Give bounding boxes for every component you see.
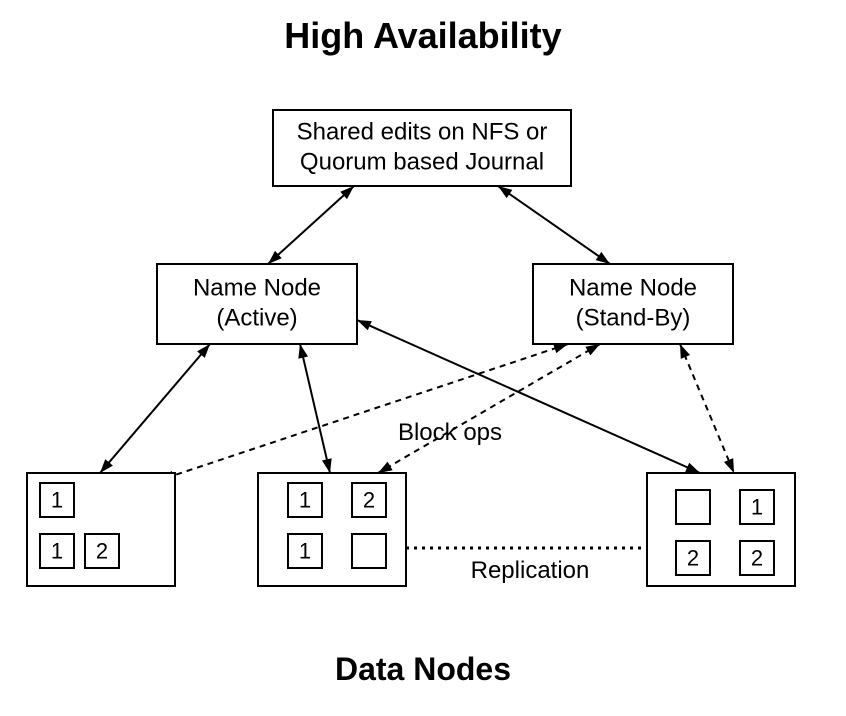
block-label: 2 — [363, 488, 375, 513]
block-label: 1 — [299, 539, 311, 564]
diagram-footer: Data Nodes — [335, 651, 511, 687]
node-nn_active-label: Name Node — [193, 275, 321, 302]
block-label: 1 — [51, 539, 63, 564]
canvas-bg — [0, 0, 846, 716]
block-label: 2 — [751, 546, 763, 571]
block-label: 1 — [299, 488, 311, 513]
block-label: 1 — [751, 495, 763, 520]
node-shared-label: Shared edits on NFS or — [297, 119, 548, 146]
node-shared-label: Quorum based Journal — [300, 149, 544, 176]
block-label: 1 — [51, 488, 63, 513]
label-block_ops: Block ops — [398, 419, 502, 446]
diagram-title: High Availability — [284, 15, 561, 56]
node-nn_standby-label: (Stand-By) — [576, 305, 691, 332]
block-dn3-7 — [676, 490, 710, 524]
label-replication: Replication — [471, 557, 590, 584]
block-dn2-6 — [352, 534, 386, 568]
block-label: 2 — [687, 546, 699, 571]
node-nn_active-label: (Active) — [216, 305, 297, 332]
block-label: 2 — [96, 539, 108, 564]
node-nn_standby-label: Name Node — [569, 275, 697, 302]
ha-diagram: High Availability Shared edits on NFS or Q… — [0, 0, 846, 716]
